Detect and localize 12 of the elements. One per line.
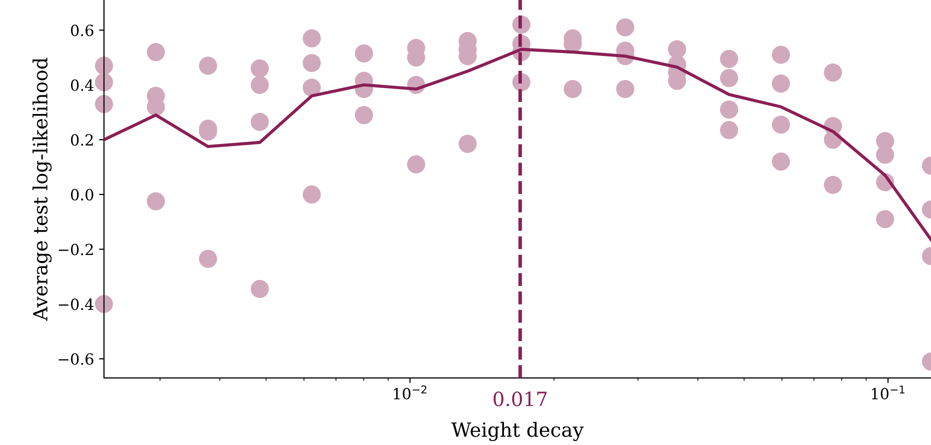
y-tick-label: −0.6 — [58, 353, 94, 365]
y-tick-label: 0.2 — [70, 134, 93, 146]
x-tick-label: 10$^{−1}$ — [872, 386, 904, 400]
y-tick-label: 0.0 — [70, 188, 94, 200]
y-tick-label: 0.4 — [70, 79, 94, 91]
y-tick-label: −0.2 — [58, 244, 93, 256]
y-axis-title: Average test log-likelihood — [32, 58, 52, 321]
x-axis-title: Weight decay — [451, 422, 584, 442]
y-tick-label: 0.6 — [70, 24, 94, 36]
y-tick-label: −0.4 — [58, 298, 94, 310]
x-tick-label: 10$^{−2}$ — [394, 385, 426, 400]
ref-line-label: 0.017 — [494, 392, 547, 406]
